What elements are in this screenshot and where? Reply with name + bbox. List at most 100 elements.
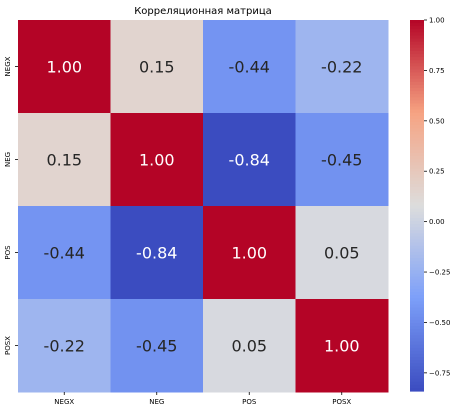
x-axis-ticks: NEGX NEG POS POSX: [54, 392, 351, 406]
colorbar-segment: [410, 338, 424, 343]
heatmap-cells: 1.00 0.15 -0.44 -0.22 0.15 1.00 -0.84 -0.45 -0.4…: [18, 20, 389, 393]
x-tick-label: NEGX: [54, 398, 74, 406]
colorbar-segment: [410, 310, 424, 315]
colorbar-segment: [410, 63, 424, 67]
colorbar-segment: [410, 270, 424, 275]
colorbar-segment: [410, 137, 424, 142]
colorbar-segment: [410, 94, 424, 98]
colorbar-segment: [410, 196, 424, 200]
y-tick-label: POS: [4, 245, 12, 260]
colorbar-segment: [410, 57, 424, 61]
colorbar-segment: [410, 168, 424, 173]
colorbar-segment: [410, 378, 424, 383]
colorbar-segment: [410, 326, 424, 330]
colorbar-tick-label: −0.25: [429, 269, 450, 277]
heatmap-cell-posx-negx: [18, 299, 111, 393]
heatmap-cell-neg-pos: [203, 113, 296, 207]
colorbar-segment: [410, 254, 424, 259]
colorbar-segment: [410, 220, 424, 225]
colorbar-segment: [410, 177, 424, 182]
colorbar-segment: [410, 131, 424, 135]
colorbar-segment: [410, 227, 424, 231]
colorbar-segment: [410, 91, 424, 95]
colorbar-segment: [410, 75, 424, 80]
colorbar-segment: [410, 171, 424, 176]
colorbar-segment: [410, 381, 424, 386]
colorbar-segment: [410, 217, 424, 222]
colorbar-segment: [410, 288, 424, 293]
colorbar-segment: [410, 224, 424, 228]
colorbar-segment: [410, 322, 424, 327]
colorbar-segment: [410, 109, 424, 114]
heatmap-cell-negx-negx: [18, 20, 111, 114]
colorbar-segment: [410, 242, 424, 247]
heatmap-cell-pos-posx: [295, 206, 389, 300]
colorbar-segment: [410, 66, 424, 71]
cell-value-label: 1.00: [46, 58, 82, 77]
colorbar-segment: [410, 60, 424, 64]
colorbar-segment: [410, 183, 424, 188]
colorbar-segment: [410, 258, 424, 262]
colorbar-segment: [410, 112, 424, 117]
colorbar-segment: [410, 202, 424, 207]
colorbar-segment: [410, 47, 424, 52]
colorbar-segment: [410, 81, 424, 86]
colorbar-segment: [410, 239, 424, 244]
colorbar-segment: [410, 29, 424, 33]
colorbar-segment: [410, 261, 424, 265]
colorbar-segment: [410, 115, 424, 120]
colorbar-segment: [410, 211, 424, 216]
colorbar-segment: [410, 350, 424, 355]
y-tick-label: POSX: [4, 336, 12, 355]
cell-value-label: -0.84: [136, 244, 177, 263]
cell-value-label: -0.44: [229, 58, 270, 77]
colorbar-segment: [410, 50, 424, 55]
colorbar-segment: [410, 78, 424, 83]
cell-value-label: 0.15: [139, 58, 175, 77]
heatmap-cell-negx-posx: [295, 20, 389, 114]
colorbar-segment: [410, 384, 424, 389]
colorbar-segment: [410, 193, 424, 197]
colorbar-segment: [410, 319, 424, 324]
colorbar-segment: [410, 360, 424, 364]
colorbar-segment: [410, 140, 424, 145]
cell-value-label: -0.45: [136, 337, 177, 356]
colorbar-segment: [410, 208, 424, 213]
colorbar-segment: [410, 35, 424, 40]
heatmap-cell-neg-neg: [110, 113, 204, 207]
x-tick-label: POSX: [332, 398, 351, 406]
colorbar-segment: [410, 264, 424, 268]
colorbar-segment: [410, 313, 424, 318]
colorbar-segment: [410, 347, 424, 352]
colorbar-segment: [410, 100, 424, 105]
heatmap-cell-pos-negx: [18, 206, 111, 300]
cell-value-label: -0.44: [44, 244, 85, 263]
colorbar-segment: [410, 149, 424, 154]
colorbar-segment: [410, 301, 424, 306]
colorbar-segment: [410, 276, 424, 281]
cell-value-label: -0.45: [321, 151, 362, 170]
cell-value-label: 1.00: [231, 244, 267, 263]
colorbar-segment: [410, 143, 424, 148]
cell-value-label: -0.84: [229, 151, 270, 170]
colorbar-segment: [410, 292, 424, 296]
colorbar-segment: [410, 267, 424, 272]
colorbar-segment: [410, 134, 424, 139]
colorbar: 1.00 0.75 0.50 0.25 0.00 −0.25 −0.50 −0.75: [410, 17, 450, 392]
colorbar-segment: [410, 44, 424, 49]
colorbar-segment: [410, 180, 424, 185]
y-axis-ticks: NEGX NEG POS POSX: [4, 56, 18, 355]
colorbar-segment: [410, 165, 424, 169]
colorbar-segment: [410, 205, 424, 210]
colorbar-segment: [410, 69, 424, 74]
y-tick-label: NEGX: [4, 56, 12, 76]
colorbar-segment: [410, 279, 424, 284]
colorbar-segment: [410, 335, 424, 340]
colorbar-segment: [410, 285, 424, 290]
colorbar-segment: [410, 146, 424, 151]
colorbar-segment: [410, 32, 424, 37]
colorbar-segment: [410, 245, 424, 250]
colorbar-segment: [410, 366, 424, 370]
colorbar-tick-label: 0.50: [429, 117, 445, 125]
